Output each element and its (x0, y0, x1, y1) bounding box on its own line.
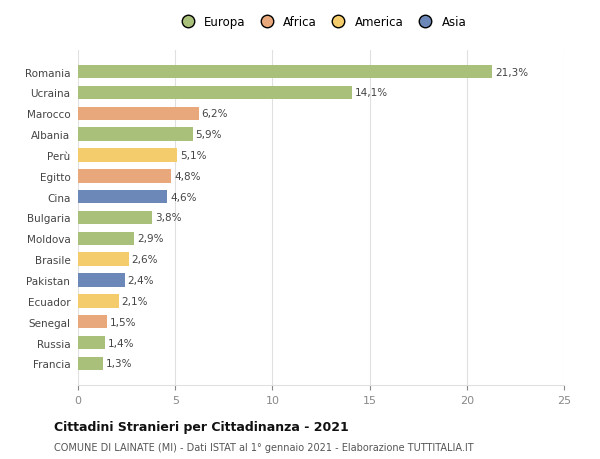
Text: 1,4%: 1,4% (108, 338, 134, 348)
Bar (78, 149, 177, 162)
Text: 1,3%: 1,3% (106, 358, 133, 369)
Bar (78, 107, 199, 121)
Bar (78, 170, 172, 183)
Text: 14,1%: 14,1% (355, 88, 388, 98)
Bar (78, 66, 492, 79)
Legend: Europa, Africa, America, Asia: Europa, Africa, America, Asia (176, 16, 466, 29)
Bar (78, 294, 119, 308)
Text: 2,1%: 2,1% (122, 296, 148, 306)
Bar (78, 253, 128, 266)
Text: 5,1%: 5,1% (180, 151, 206, 161)
Text: 1,5%: 1,5% (110, 317, 137, 327)
Bar (78, 357, 103, 370)
Bar (78, 336, 105, 350)
Text: 2,9%: 2,9% (137, 234, 164, 244)
Bar (78, 86, 352, 100)
Text: COMUNE DI LAINATE (MI) - Dati ISTAT al 1° gennaio 2021 - Elaborazione TUTTITALIA: COMUNE DI LAINATE (MI) - Dati ISTAT al 1… (54, 442, 473, 452)
Bar (78, 190, 167, 204)
Text: 21,3%: 21,3% (495, 67, 528, 78)
Bar (78, 232, 134, 246)
Bar (78, 315, 107, 329)
Text: 4,8%: 4,8% (174, 172, 201, 181)
Text: 2,6%: 2,6% (131, 255, 158, 264)
Text: 6,2%: 6,2% (202, 109, 228, 119)
Text: 3,8%: 3,8% (155, 213, 181, 223)
Text: Cittadini Stranieri per Cittadinanza - 2021: Cittadini Stranieri per Cittadinanza - 2… (54, 420, 349, 433)
Bar (78, 128, 193, 142)
Text: 2,4%: 2,4% (128, 275, 154, 285)
Text: 4,6%: 4,6% (170, 192, 197, 202)
Bar (78, 211, 152, 225)
Text: 5,9%: 5,9% (196, 130, 222, 140)
Bar (78, 274, 125, 287)
